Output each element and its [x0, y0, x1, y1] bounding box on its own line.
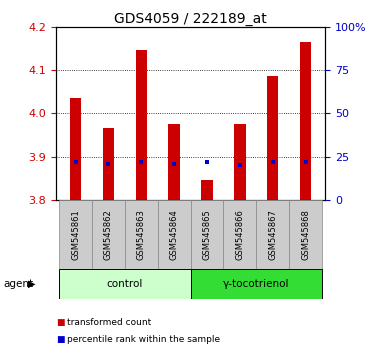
Bar [158, 200, 191, 269]
Text: percentile rank within the sample: percentile rank within the sample [67, 335, 221, 344]
Title: GDS4059 / 222189_at: GDS4059 / 222189_at [114, 12, 267, 25]
Bar [59, 269, 191, 299]
Bar [136, 50, 147, 200]
Text: transformed count: transformed count [67, 318, 152, 327]
Text: agent: agent [4, 279, 34, 289]
Text: ■: ■ [56, 335, 64, 344]
Text: control: control [107, 279, 143, 289]
Bar [256, 200, 289, 269]
Bar [59, 200, 92, 269]
Bar [300, 42, 311, 200]
Bar [168, 124, 180, 200]
Bar [125, 200, 158, 269]
Text: GSM545863: GSM545863 [137, 209, 146, 260]
Bar [103, 129, 114, 200]
Bar [92, 200, 125, 269]
Text: γ-tocotrienol: γ-tocotrienol [223, 279, 290, 289]
Text: GSM545864: GSM545864 [170, 209, 179, 260]
Text: GSM545861: GSM545861 [71, 209, 80, 260]
Bar [70, 98, 81, 200]
Bar [191, 269, 322, 299]
Bar [267, 76, 278, 200]
Bar [234, 124, 246, 200]
Bar [289, 200, 322, 269]
Text: GSM545866: GSM545866 [235, 209, 244, 260]
Bar [201, 181, 213, 200]
Text: ■: ■ [56, 318, 64, 327]
Text: GSM545862: GSM545862 [104, 209, 113, 260]
Text: GSM545867: GSM545867 [268, 209, 277, 260]
Text: GSM545868: GSM545868 [301, 209, 310, 260]
Bar [223, 200, 256, 269]
Text: ▶: ▶ [28, 279, 35, 289]
Text: GSM545865: GSM545865 [203, 209, 211, 260]
Bar [191, 200, 223, 269]
